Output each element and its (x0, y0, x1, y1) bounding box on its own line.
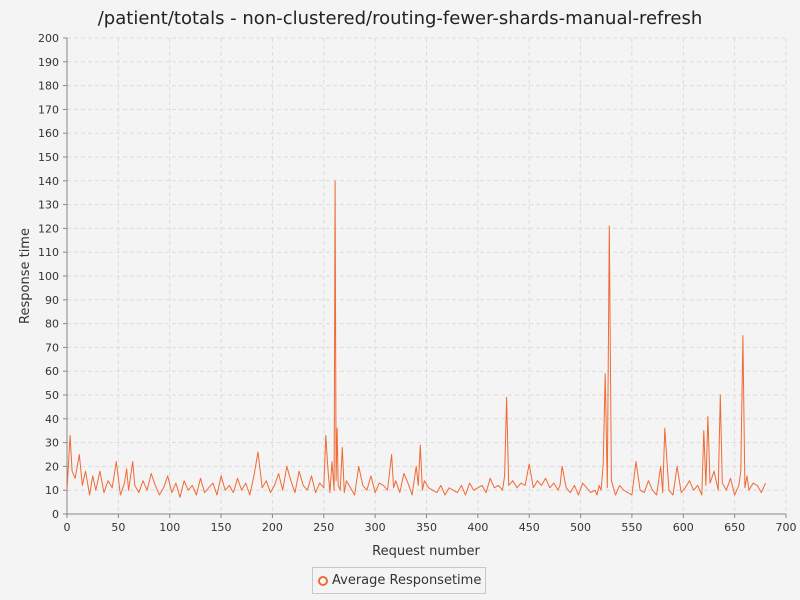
x-tick-label: 200 (262, 521, 283, 534)
legend-circle-marker-icon (318, 575, 328, 586)
x-tick-label: 100 (159, 521, 180, 534)
y-tick-label: 60 (45, 365, 59, 378)
legend: Average Responsetime (312, 567, 486, 594)
axes-layer: 0 10 20 30 40 50 60 70 80 90 100 110 120 130 140 150 160… (38, 32, 797, 534)
x-tick-label: 300 (365, 521, 386, 534)
y-tick-label: 90 (45, 294, 59, 307)
x-tick-label: 150 (211, 521, 232, 534)
y-axis-label: Response time (18, 228, 33, 324)
x-tick-label: 50 (111, 521, 125, 534)
grid-layer (67, 37, 787, 514)
y-tick-label: 0 (52, 508, 59, 521)
y-tick-label: 150 (38, 151, 59, 164)
series-line-0 (66, 180, 766, 498)
y-tick-label: 140 (38, 175, 59, 188)
x-tick-label: 250 (313, 521, 334, 534)
y-tick-label: 180 (38, 80, 59, 93)
x-tick-label: 400 (467, 521, 488, 534)
y-tick-label: 130 (38, 199, 59, 212)
x-tick-label: 550 (621, 521, 642, 534)
y-tick-label: 170 (38, 103, 59, 116)
y-tick-label: 40 (45, 413, 59, 426)
y-tick-label: 160 (38, 127, 59, 140)
x-tick-label: 0 (64, 521, 71, 534)
y-tick-label: 100 (38, 270, 59, 283)
x-tick-label: 500 (570, 521, 591, 534)
y-tick-label: 80 (45, 318, 59, 331)
y-tick-label: 10 (45, 484, 59, 497)
y-tick-label: 120 (38, 222, 59, 235)
y-tick-label: 200 (38, 32, 59, 45)
y-tick-label: 20 (45, 460, 59, 473)
y-tick-label: 190 (38, 56, 59, 69)
y-tick-label: 110 (38, 246, 59, 259)
series-layer (66, 180, 766, 498)
y-tick-label: 70 (45, 341, 59, 354)
y-tick-label: 30 (45, 437, 59, 450)
x-tick-label: 450 (519, 521, 540, 534)
x-tick-label: 350 (416, 521, 437, 534)
x-tick-label: 700 (776, 521, 797, 534)
x-tick-label: 650 (724, 521, 745, 534)
x-axis-label: Request number (372, 544, 480, 559)
y-tick-label: 50 (45, 389, 59, 402)
x-tick-label: 600 (673, 521, 694, 534)
legend-label: Average Responsetime (332, 573, 482, 588)
chart-title: /patient/totals - non-clustered/routing-… (98, 8, 703, 29)
